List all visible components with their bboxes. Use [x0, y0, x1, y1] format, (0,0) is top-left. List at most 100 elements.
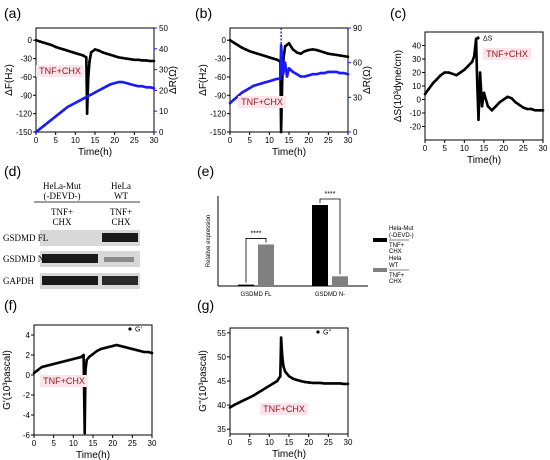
data-point-f-0: [99, 347, 103, 351]
data-point-a-0: [85, 112, 89, 115]
plot-frame-g: [229, 327, 349, 435]
annotation-g: TNF+CHX: [263, 404, 305, 414]
data-point-g-0: [334, 382, 338, 385]
y-tick-label-b: 0: [222, 36, 227, 45]
data-point-a-1: [50, 118, 54, 121]
data-point-b-1: [279, 77, 282, 81]
data-point-g-0: [295, 378, 299, 382]
y-axis-label-g: G''(10³pascal): [198, 350, 209, 412]
blot-band-n-wt: [104, 257, 134, 262]
data-point-g-0: [260, 389, 263, 392]
y-tick-label-a: -150: [16, 128, 33, 137]
significance-bracket-1: [319, 198, 341, 275]
data-point-a-0: [105, 52, 109, 55]
data-point-a-1: [125, 81, 128, 85]
data-point-c-0: [451, 72, 454, 76]
x-tick-label-a: 5: [53, 136, 58, 145]
series-line-a-1: [35, 80, 155, 134]
data-point-b-0: [275, 58, 279, 62]
data-point-c-0: [498, 100, 502, 104]
data-point-b-1: [307, 74, 310, 77]
data-point-f-0: [127, 346, 130, 350]
data-point-g-0: [264, 386, 267, 390]
data-point-b-1: [252, 84, 255, 88]
y-tick-label-g: 40: [217, 401, 226, 410]
data-point-c-0: [541, 109, 545, 112]
data-point-g-0: [236, 401, 240, 405]
data-point-f-0: [64, 359, 67, 363]
x-tick-label-g: 25: [324, 438, 333, 447]
y-axis-label-a: ΔF(Hz): [4, 64, 15, 96]
data-point-a-0: [109, 53, 113, 57]
data-point-c-0: [502, 98, 505, 101]
data-point-b-1: [319, 71, 322, 75]
data-point-a-1: [136, 84, 140, 88]
blot-row-gsdmd-n: GSDMD N-: [3, 254, 47, 264]
y2-axis-label-b: ΔR(Ω): [362, 66, 373, 94]
x-axis-label-f: Time(h): [76, 450, 110, 460]
x-tick-label-a: 25: [130, 136, 139, 145]
data-point-a-0: [81, 54, 85, 57]
data-point-a-1: [89, 93, 93, 96]
data-point-b-0: [271, 57, 275, 60]
data-point-f-0: [48, 363, 52, 367]
legend-label-c: ΔS: [483, 36, 493, 43]
data-point-b-1: [232, 98, 236, 101]
data-point-c-0: [470, 60, 474, 63]
data-point-b-0: [252, 51, 255, 54]
data-point-b-1: [334, 70, 338, 74]
x-tick-label-f: 20: [108, 439, 117, 448]
data-point-b-0: [256, 52, 259, 55]
data-point-b-1: [248, 86, 251, 90]
x-tick-label-f: 25: [128, 439, 137, 448]
x-tick-label-b: 30: [344, 136, 353, 145]
data-point-c-0: [472, 55, 476, 58]
significance-bracket-0: [245, 238, 267, 283]
series-line-g-0: [229, 336, 348, 409]
blot-col2-sub: WT: [114, 191, 128, 201]
data-point-g-0: [240, 399, 244, 403]
data-point-g-0: [256, 391, 259, 395]
data-point-a-1: [117, 80, 120, 84]
x-tick-label-b: 10: [265, 136, 274, 145]
data-point-g-0: [303, 380, 307, 384]
data-point-f-0: [75, 356, 79, 360]
data-point-f-0: [87, 355, 91, 359]
y-tick-label-f: -6: [23, 431, 31, 440]
legend-label-g: G'': [323, 330, 331, 337]
y-tick-label-c: 0: [417, 96, 422, 105]
data-point-b-1: [311, 72, 314, 76]
data-point-g-0: [319, 381, 322, 385]
data-point-f-0: [150, 351, 154, 355]
data-point-b-1: [342, 71, 346, 75]
data-point-f-0: [91, 352, 95, 356]
data-point-c-0: [486, 104, 490, 108]
data-point-a-0: [140, 59, 144, 62]
data-point-b-1: [338, 71, 342, 75]
data-point-f-0: [56, 361, 59, 365]
data-point-a-1: [97, 89, 101, 92]
data-point-b-1: [323, 71, 326, 75]
data-point-a-0: [97, 49, 101, 52]
bar-y-axis-label: Relative expression: [206, 215, 212, 267]
data-point-a-0: [129, 57, 132, 61]
data-point-b-0: [240, 46, 244, 49]
y-axis-label-c: ΔS(10³dyne/cm): [393, 50, 404, 122]
data-point-f-0: [131, 347, 134, 351]
data-point-b-1: [264, 81, 267, 84]
series-line-a-0: [35, 38, 154, 115]
data-point-g-0: [327, 382, 330, 385]
data-point-f-0: [95, 349, 99, 353]
y-tick-label-c: 20: [412, 69, 421, 78]
x-tick-label-c: 25: [519, 144, 528, 153]
bar-legend-l1-0: Hela-Mut: [389, 226, 414, 232]
blot-col2-treat-2: CHX: [111, 217, 131, 227]
y2-tick-label-a: 30: [159, 66, 168, 75]
x-tick-label-g: 0: [228, 438, 233, 447]
y-tick-label-g: 50: [217, 353, 226, 362]
annotation-f: TNF+CHX: [43, 376, 85, 386]
data-point-b-0: [279, 130, 283, 134]
data-point-g-0: [244, 398, 248, 401]
data-point-f-0: [44, 364, 48, 368]
bar-legend-l4-1: CHX: [389, 279, 402, 285]
